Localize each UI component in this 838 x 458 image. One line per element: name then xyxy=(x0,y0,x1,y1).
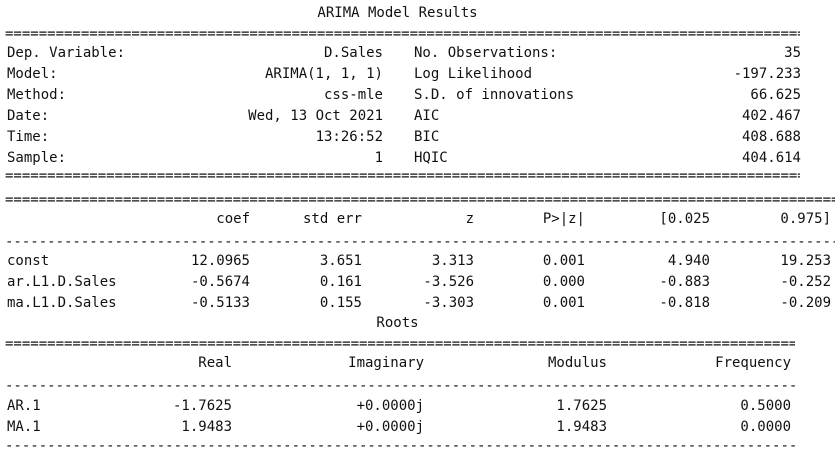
roots-row-name: AR.1 xyxy=(7,398,41,414)
coef-cell: 3.651 xyxy=(319,253,362,269)
summary-left-label: Time: xyxy=(7,129,50,145)
summary-left-value: Wed, 13 Oct 2021 xyxy=(248,108,383,124)
summary-right-label: BIC xyxy=(414,129,440,145)
coef-cell: -0.5674 xyxy=(190,274,250,290)
coef-cell: -0.883 xyxy=(659,274,710,290)
coef-row-name: ma.L1.D.Sales xyxy=(7,295,117,311)
coef-cell: 0.001 xyxy=(542,295,585,311)
summary-left-value: css-mle xyxy=(323,87,383,103)
roots-cell: 1.9483 xyxy=(556,419,607,435)
roots-cell: +0.0000j xyxy=(356,419,424,435)
roots-header-cell: Imaginary xyxy=(348,355,424,371)
coef-row-name: ar.L1.D.Sales xyxy=(7,274,117,290)
coef-header-cell: 0.975] xyxy=(780,211,831,227)
summary-right-value: -197.233 xyxy=(733,66,801,82)
coef-cell: -0.5133 xyxy=(190,295,250,311)
summary-right-label: HQIC xyxy=(414,150,448,166)
separator-coef-header xyxy=(5,235,835,245)
roots-cell: 1.7625 xyxy=(556,398,607,414)
separator-roots-header xyxy=(5,379,795,389)
summary-right-value: 404.614 xyxy=(741,150,801,166)
summary-left-label: Model: xyxy=(7,66,58,82)
coef-cell: -3.526 xyxy=(423,274,474,290)
summary-left-label: Dep. Variable: xyxy=(7,45,126,61)
roots-header-cell: Modulus xyxy=(547,355,607,371)
separator-roots-top xyxy=(5,337,795,347)
separator-top xyxy=(5,27,800,37)
roots-header-cell: Frequency xyxy=(715,355,791,371)
coef-cell: -0.252 xyxy=(780,274,831,290)
roots-cell: -1.7625 xyxy=(172,398,232,414)
roots-cell: 1.9483 xyxy=(181,419,232,435)
roots-header-cell: Real xyxy=(198,355,232,371)
coef-cell: 4.940 xyxy=(667,253,710,269)
coef-cell: 0.000 xyxy=(542,274,585,290)
summary-left-value: D.Sales xyxy=(323,45,383,61)
summary-right-label: AIC xyxy=(414,108,440,124)
coef-cell: 0.155 xyxy=(319,295,362,311)
summary-right-value: 402.467 xyxy=(741,108,801,124)
coef-cell: -0.209 xyxy=(780,295,831,311)
summary-left-value: ARIMA(1, 1, 1) xyxy=(264,66,383,82)
roots-cell: 0.0000 xyxy=(740,419,791,435)
separator-summary-bottom xyxy=(5,169,800,179)
coef-cell: 0.161 xyxy=(319,274,362,290)
coef-cell: 19.253 xyxy=(780,253,831,269)
coef-cell: 3.313 xyxy=(431,253,474,269)
coef-header-cell: [0.025 xyxy=(659,211,710,227)
summary-left-value: 1 xyxy=(374,150,383,166)
separator-roots-bottom xyxy=(5,439,795,449)
coef-header-cell: z xyxy=(465,211,474,227)
summary-right-value: 35 xyxy=(784,45,801,61)
coef-cell: 12.0965 xyxy=(190,253,250,269)
roots-cell: +0.0000j xyxy=(356,398,424,414)
separator-coef-top xyxy=(5,193,835,203)
coef-header-cell: std err xyxy=(302,211,362,227)
roots-row-name: MA.1 xyxy=(7,419,41,435)
summary-right-label: S.D. of innovations xyxy=(414,87,575,103)
coef-cell: -0.818 xyxy=(659,295,710,311)
coef-cell: 0.001 xyxy=(542,253,585,269)
summary-left-label: Method: xyxy=(7,87,67,103)
summary-right-label: Log Likelihood xyxy=(414,66,533,82)
roots-title: Roots xyxy=(376,315,419,331)
roots-cell: 0.5000 xyxy=(740,398,791,414)
summary-right-value: 408.688 xyxy=(741,129,801,145)
coef-row-name: const xyxy=(7,253,50,269)
coef-header-cell: coef xyxy=(216,211,250,227)
page-title: ARIMA Model Results xyxy=(317,5,478,21)
summary-left-label: Date: xyxy=(7,108,50,124)
summary-right-value: 66.625 xyxy=(750,87,801,103)
coef-header-cell: P>|z| xyxy=(542,211,585,227)
summary-right-label: No. Observations: xyxy=(414,45,558,61)
summary-left-label: Sample: xyxy=(7,150,67,166)
summary-left-value: 13:26:52 xyxy=(315,129,383,145)
coef-cell: -3.303 xyxy=(423,295,474,311)
